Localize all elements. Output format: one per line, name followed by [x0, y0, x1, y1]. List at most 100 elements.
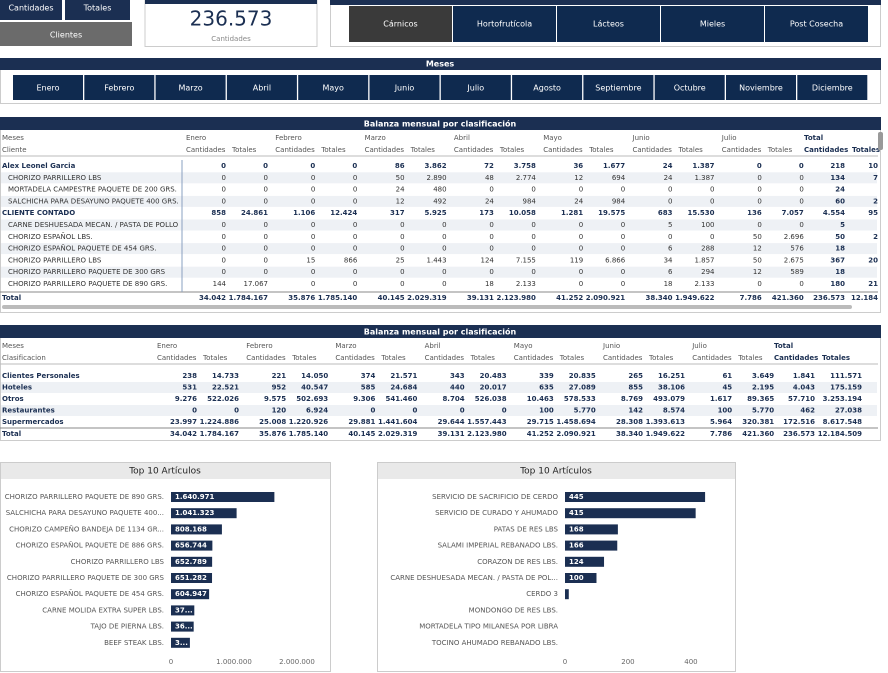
table-cell: 421.360	[742, 430, 774, 438]
measure-button-label: Cantidades	[8, 4, 53, 13]
row-label: Otros	[2, 395, 24, 403]
month-button[interactable]	[298, 75, 369, 100]
table-cell: 1.677	[603, 162, 625, 170]
table-cell: 0	[621, 233, 625, 241]
table-cell: 5.925	[424, 209, 446, 217]
month-button[interactable]	[13, 75, 83, 100]
table-cell: 0	[400, 221, 404, 229]
month-button[interactable]	[726, 75, 796, 100]
month-button[interactable]	[654, 75, 725, 100]
table-cell: 0	[757, 221, 761, 229]
month-button[interactable]	[155, 75, 226, 100]
table-cell: 50	[753, 256, 762, 264]
table-header-field: Cantidades	[692, 354, 732, 362]
table-header-field: Totales	[737, 354, 763, 362]
table-cell: 2.029.319	[407, 294, 447, 302]
category-button[interactable]	[661, 6, 764, 42]
table-cell: 23.997	[170, 418, 197, 426]
table-cell: 180	[830, 280, 845, 288]
table-header-field: Totales	[291, 354, 317, 362]
measure-button[interactable]	[0, 0, 62, 20]
table-cell: 175.159	[830, 384, 862, 392]
data-label: 808.168	[175, 525, 207, 533]
table-cell: 24	[663, 162, 673, 170]
table-cell: 0	[621, 221, 625, 229]
kpi-bar	[145, 0, 317, 4]
table-cell: 0	[460, 407, 465, 415]
table-cell: 2.090.921	[586, 294, 626, 302]
month-button[interactable]	[226, 75, 297, 100]
months-title: Meses	[426, 60, 455, 69]
table-cell: 374	[361, 372, 376, 380]
month-button-label: Diciembre	[812, 84, 853, 93]
table-cell: 0	[311, 186, 315, 194]
table-cell: 1.557.443	[467, 418, 507, 426]
bar	[565, 492, 706, 502]
table-cell: 24	[664, 174, 673, 182]
table-header-month: Julio	[721, 134, 737, 142]
table-cell: 0	[710, 233, 714, 241]
group-button[interactable]	[0, 22, 132, 46]
table-header-field: Cantidades	[774, 354, 818, 362]
row-stripe	[1, 266, 877, 278]
table-cell: 12	[753, 245, 762, 253]
table-header-field: Cantidades	[543, 146, 583, 154]
month-button[interactable]	[583, 75, 654, 100]
table-cell: 0	[264, 233, 268, 241]
table-cell: 0	[531, 186, 535, 194]
table-header-field: Cantidades	[246, 354, 286, 362]
month-button[interactable]	[512, 75, 583, 100]
data-label: 656.744	[175, 542, 207, 550]
table-cell: 0	[264, 197, 268, 205]
measure-button[interactable]	[65, 0, 130, 20]
table-cell: 694	[612, 174, 626, 182]
x-tick-label: 0	[563, 658, 567, 666]
table-cell: 0	[311, 245, 315, 253]
row-stripe	[1, 172, 877, 184]
table-cell: 0	[757, 162, 762, 170]
table-cell: 0	[668, 186, 672, 194]
table-cell: 1.387	[694, 174, 714, 182]
month-button[interactable]	[440, 75, 511, 100]
table-cell: 38.340	[616, 430, 643, 438]
table-cell: 1.785.140	[318, 294, 358, 302]
category-label: BEEF STEAK LBS.	[104, 639, 164, 647]
table-cell: 45	[722, 384, 732, 392]
table-header-month: Meses	[2, 342, 24, 350]
month-button[interactable]	[797, 75, 868, 100]
category-button[interactable]	[765, 6, 868, 42]
month-button[interactable]	[84, 75, 155, 100]
table-cell: 1.784.167	[229, 294, 269, 302]
table-header-month: Junio	[602, 342, 620, 350]
bar	[565, 556, 605, 567]
table-cell: 2.195	[752, 384, 774, 392]
table-cell: 0	[489, 186, 493, 194]
table-cell: 1.393.613	[646, 418, 686, 426]
table-cell: 6.924	[306, 407, 328, 415]
table-cell: 1.857	[694, 256, 714, 264]
table-cell: 0	[311, 174, 315, 182]
table-cell: 36	[573, 162, 583, 170]
table-cell: 48	[485, 174, 494, 182]
table-cell: 541.460	[386, 395, 418, 403]
table-cell: 236.573	[783, 430, 815, 438]
table-cell: 294	[701, 268, 715, 276]
table-cell: 0	[710, 186, 714, 194]
table-cell: 124	[481, 256, 495, 264]
table-cell: 1.443	[427, 256, 447, 264]
table-cell: 50	[396, 174, 405, 182]
table-cell: 136	[747, 209, 762, 217]
category-button[interactable]	[557, 6, 660, 42]
category-button[interactable]	[453, 6, 556, 42]
table-cell: 34.042	[199, 294, 226, 302]
category-button[interactable]	[349, 6, 452, 42]
table-cell: 2.890	[427, 174, 447, 182]
table-cell: 866	[344, 256, 358, 264]
table-cell: 2.774	[516, 174, 537, 182]
table-cell: 0	[353, 233, 357, 241]
bar	[171, 589, 210, 600]
month-button[interactable]	[369, 75, 440, 100]
row-label: Supermercados	[2, 418, 64, 426]
